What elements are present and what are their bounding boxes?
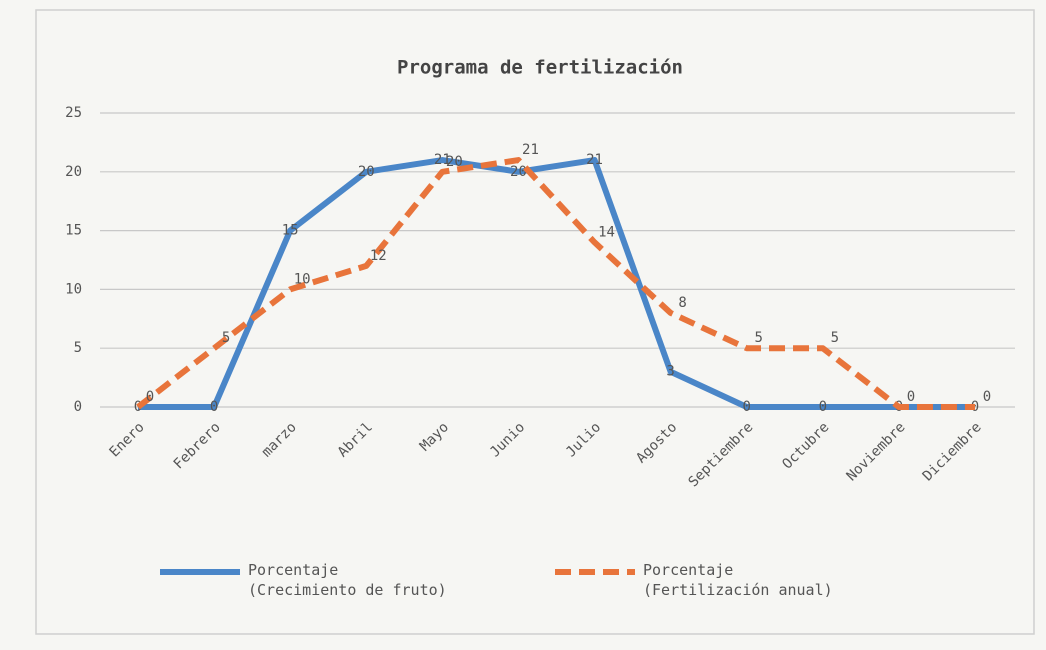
x-tick-label: marzo	[259, 419, 300, 460]
data-label: 0	[146, 389, 154, 405]
x-tick-label: Junio	[487, 419, 528, 460]
x-tick-label: Mayo	[417, 419, 452, 454]
y-tick-label: 15	[65, 223, 82, 239]
y-tick-label: 20	[65, 164, 82, 180]
legend-label: Porcentaje (Fertilización anual)	[643, 561, 833, 599]
series-line	[136, 157, 975, 410]
data-label: 10	[294, 271, 311, 287]
data-label: 0	[210, 399, 218, 415]
data-label: 12	[370, 248, 387, 264]
series-line	[138, 157, 975, 410]
data-label: 0	[743, 399, 751, 415]
data-label: 3	[666, 364, 674, 380]
y-tick-label: 5	[74, 340, 82, 356]
x-tick-label: Noviembre	[844, 419, 909, 484]
x-tick-label: Enero	[107, 419, 148, 460]
data-label: 5	[755, 330, 763, 346]
data-label: 0	[983, 389, 991, 405]
data-label: 8	[678, 295, 686, 311]
data-label: 5	[831, 330, 839, 346]
data-label: 21	[522, 142, 539, 158]
x-tick-label: Diciembre	[920, 419, 985, 484]
data-label: 21	[586, 152, 603, 168]
chart-border	[35, 9, 1035, 635]
data-label: 21	[434, 152, 451, 168]
data-label: 0	[907, 389, 915, 405]
data-label: 15	[282, 223, 299, 239]
y-tick-label: 0	[74, 399, 82, 415]
data-label: 20	[510, 164, 527, 180]
x-tick-label: Julio	[563, 419, 604, 460]
y-tick-label: 25	[65, 105, 82, 121]
x-tick-label: Septiembre	[685, 419, 756, 490]
data-label: 20	[446, 154, 463, 170]
data-label: 5	[222, 330, 230, 346]
data-label: 14	[598, 224, 615, 240]
data-label: 20	[358, 164, 375, 180]
x-tick-label: Febrero	[171, 419, 224, 472]
x-tick-label: Abril	[335, 419, 376, 460]
legend-label: Porcentaje (Crecimiento de fruto)	[248, 561, 447, 599]
x-tick-label: Octubre	[779, 419, 832, 472]
x-tick-label: Agosto	[633, 419, 680, 466]
data-label: 0	[819, 399, 827, 415]
y-tick-label: 10	[65, 281, 82, 297]
chart-title: Programa de fertilización	[397, 57, 683, 79]
